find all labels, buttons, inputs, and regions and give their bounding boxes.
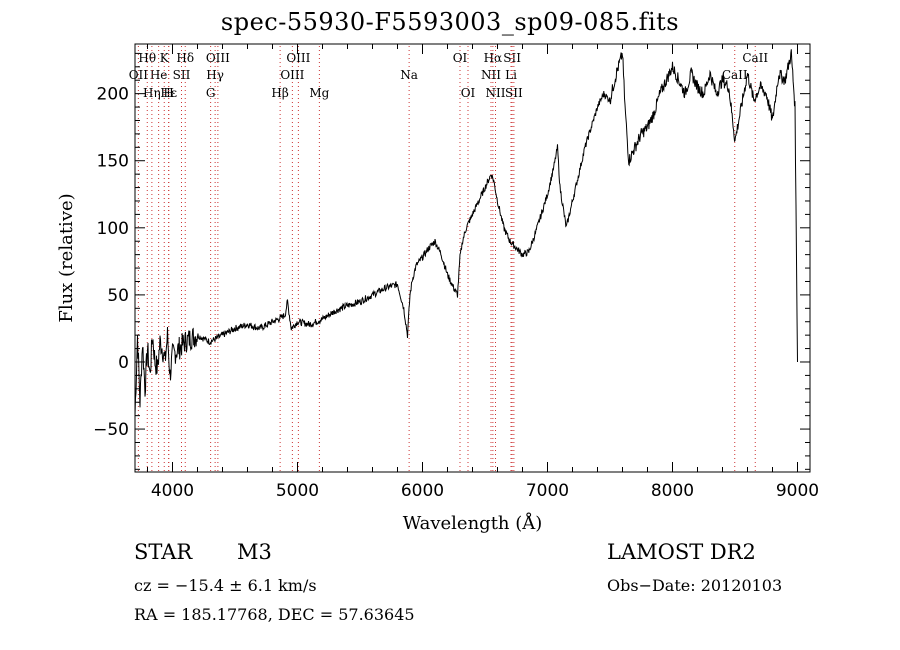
coordinates: RA = 185.17768, DEC = 57.63645 — [134, 605, 415, 624]
line-marker-label: OII — [129, 68, 149, 82]
chart-title: spec-55930-F5593003_sp09-085.fits — [220, 8, 680, 36]
object-subclass: M3 — [237, 540, 272, 564]
survey-name: LAMOST DR2 — [607, 540, 756, 564]
line-marker-label: He — [150, 68, 168, 82]
y-tick-label: 200 — [97, 85, 129, 105]
line-marker-label: OI — [453, 51, 468, 65]
line-marker-label: OIII — [286, 51, 310, 65]
x-tick-label: 4000 — [151, 481, 194, 501]
x-tick-label: 6000 — [401, 481, 444, 501]
line-marker-label: Na — [400, 68, 418, 82]
x-tick-label: 7000 — [526, 481, 569, 501]
redshift-readout: cz = −15.4 ± 6.1 km/s — [134, 576, 317, 595]
line-marker-label: K — [160, 51, 170, 65]
obs-date: Obs−Date: 20120103 — [607, 576, 783, 595]
y-tick-label: 150 — [97, 152, 129, 172]
y-tick-label: 50 — [107, 286, 129, 306]
y-tick-label: 100 — [97, 219, 129, 239]
object-type: STAR — [134, 540, 193, 564]
x-axis-label: Wavelength (Å) — [403, 512, 543, 534]
line-marker-label: Li — [505, 68, 517, 82]
line-marker-label: Hγ — [206, 68, 224, 82]
y-tick-label: 0 — [118, 353, 129, 373]
line-marker-label: H — [163, 86, 173, 100]
line-marker-label: OIII — [206, 51, 230, 65]
x-tick-label: 8000 — [651, 481, 694, 501]
line-marker-label: Hθ — [138, 51, 156, 65]
line-marker-label: SII — [505, 86, 523, 100]
line-marker-label: NII — [481, 68, 501, 82]
line-marker-label: NII — [486, 86, 506, 100]
line-marker-label: G — [206, 86, 216, 100]
line-marker-label: SII — [173, 68, 191, 82]
line-marker-label: Hβ — [271, 86, 288, 100]
line-marker-label: Hδ — [176, 51, 194, 65]
line-marker-label: OI — [461, 86, 476, 100]
spectrum-line — [135, 49, 798, 416]
line-marker-label: Hε — [160, 86, 177, 100]
line-marker-label: Hα — [484, 51, 503, 65]
x-tick-label: 5000 — [276, 481, 319, 501]
line-marker-label: SII — [503, 51, 521, 65]
line-marker-label: Hη — [143, 86, 161, 100]
plot-frame — [134, 43, 811, 473]
y-axis-label: Flux (relative) — [56, 193, 77, 322]
y-tick-label: −50 — [93, 420, 129, 440]
line-marker-label: CaII — [742, 51, 768, 65]
line-marker-label: OIII — [280, 68, 304, 82]
line-marker-label: Mg — [309, 86, 329, 100]
line-marker-label: CaII — [722, 68, 748, 82]
x-tick-label: 9000 — [776, 481, 819, 501]
